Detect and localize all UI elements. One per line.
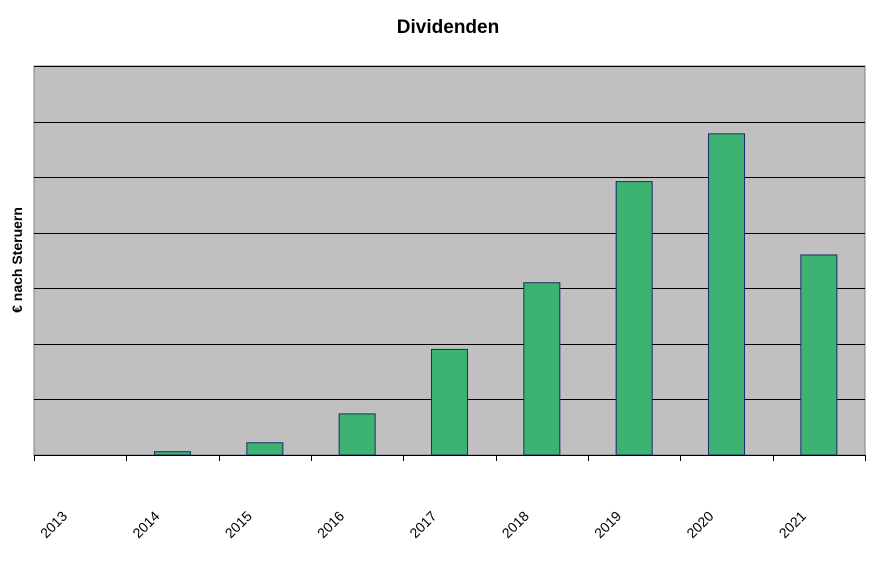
bar-2021: [800, 254, 838, 456]
bar-2016: [338, 413, 376, 456]
bar-2018: [523, 282, 561, 456]
plot-area: 2013 2014 2015 2016 2017 2018 2019 2020 2021: [33, 65, 866, 541]
bar-2019: [615, 181, 653, 456]
chart-title: Dividenden: [397, 17, 499, 38]
bar-2015: [246, 442, 284, 456]
y-axis-label: € nach Steruern: [9, 207, 25, 313]
bar-2014: [153, 451, 192, 456]
bar-2017: [430, 348, 469, 456]
bar-2020: [707, 133, 746, 456]
